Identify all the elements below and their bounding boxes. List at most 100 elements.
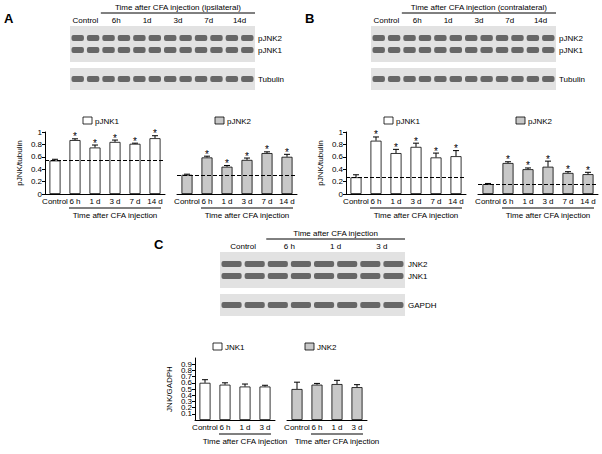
svg-text:Control: Control [42, 197, 68, 206]
svg-text:0.4: 0.4 [31, 165, 43, 174]
svg-text:*: * [265, 144, 269, 155]
svg-text:*: * [245, 151, 249, 162]
svg-text:0.9: 0.9 [181, 360, 193, 369]
svg-text:6 h: 6 h [311, 423, 322, 432]
svg-text:JNK/GADPH: JNK/GADPH [165, 366, 174, 412]
svg-text:A: A [4, 11, 14, 26]
svg-text:pJNK/tubulin: pJNK/tubulin [15, 140, 24, 185]
svg-text:0.8: 0.8 [31, 140, 43, 149]
svg-text:Time after CFA injection (ipsi: Time after CFA injection (ipsilateral) [115, 3, 241, 12]
svg-text:3 d: 3 d [542, 197, 553, 206]
svg-text:3 d: 3 d [259, 423, 270, 432]
svg-text:pJNK/tubulin: pJNK/tubulin [316, 140, 325, 185]
svg-text:Control: Control [475, 197, 501, 206]
svg-text:pJNK1: pJNK1 [396, 117, 421, 126]
svg-text:1 d: 1 d [390, 197, 401, 206]
svg-text:14 d: 14 d [279, 197, 295, 206]
svg-text:*: * [526, 160, 530, 171]
svg-text:Control: Control [174, 197, 200, 206]
svg-text:*: * [546, 154, 550, 165]
svg-text:Control: Control [343, 197, 369, 206]
svg-text:14d: 14d [534, 16, 547, 25]
svg-text:6h: 6h [112, 16, 121, 25]
svg-text:6 h: 6 h [201, 197, 212, 206]
svg-text:3 d: 3 d [241, 197, 252, 206]
svg-text:3 d: 3 d [376, 242, 387, 251]
svg-text:7d: 7d [505, 16, 514, 25]
svg-text:pJNK2: pJNK2 [258, 34, 283, 43]
svg-text:*: * [566, 164, 570, 175]
svg-text:Control: Control [230, 242, 256, 251]
svg-text:GAPDH: GAPDH [408, 301, 437, 310]
svg-text:0.6: 0.6 [332, 152, 344, 161]
svg-text:Time after CFA injection (cont: Time after CFA injection (contralateral) [411, 3, 548, 12]
svg-text:7 d: 7 d [430, 197, 441, 206]
svg-text:7 d: 7 d [129, 197, 140, 206]
svg-text:7d: 7d [204, 16, 213, 25]
svg-text:3 d: 3 d [351, 423, 362, 432]
svg-text:Tubulin: Tubulin [559, 75, 585, 84]
svg-text:pJNK2: pJNK2 [528, 117, 553, 126]
svg-text:Tubulin: Tubulin [258, 75, 284, 84]
svg-text:1 d: 1 d [330, 242, 341, 251]
svg-text:pJNK2: pJNK2 [559, 34, 584, 43]
svg-text:B: B [305, 11, 314, 26]
svg-text:0.6: 0.6 [31, 152, 43, 161]
svg-text:1 d: 1 d [331, 423, 342, 432]
svg-text:*: * [374, 129, 378, 140]
svg-text:Time after CFA injection: Time after CFA injection [506, 211, 591, 220]
svg-text:pJNK1: pJNK1 [258, 46, 283, 55]
svg-text:JNK1: JNK1 [225, 343, 245, 352]
svg-text:1: 1 [339, 128, 344, 137]
svg-text:C: C [154, 237, 164, 252]
svg-text:3d: 3d [173, 16, 182, 25]
svg-text:0.8: 0.8 [332, 140, 344, 149]
svg-text:JNK1: JNK1 [408, 272, 428, 281]
svg-text:1d: 1d [444, 16, 453, 25]
svg-text:*: * [205, 149, 209, 160]
svg-text:6 h: 6 h [219, 423, 230, 432]
svg-text:*: * [454, 143, 458, 154]
svg-text:Time after CFA injection: Time after CFA injection [203, 437, 288, 446]
svg-text:Time after CFA injection: Time after CFA injection [293, 229, 378, 238]
svg-text:1: 1 [38, 128, 43, 137]
svg-text:JNK2: JNK2 [408, 260, 428, 269]
svg-text:14 d: 14 d [147, 197, 163, 206]
svg-text:7 d: 7 d [562, 197, 573, 206]
svg-text:7 d: 7 d [261, 197, 272, 206]
svg-text:3 d: 3 d [109, 197, 120, 206]
svg-text:1d: 1d [143, 16, 152, 25]
svg-text:14 d: 14 d [580, 197, 596, 206]
svg-text:3 d: 3 d [410, 197, 421, 206]
svg-text:Time after CFA injection: Time after CFA injection [73, 211, 158, 220]
svg-text:JNK2: JNK2 [317, 343, 337, 352]
svg-text:3d: 3d [474, 16, 483, 25]
svg-text:*: * [394, 142, 398, 153]
svg-text:1 d: 1 d [221, 197, 232, 206]
svg-text:pJNK1: pJNK1 [559, 46, 584, 55]
svg-text:*: * [93, 138, 97, 149]
svg-text:*: * [414, 136, 418, 147]
svg-text:14d: 14d [233, 16, 246, 25]
svg-text:Time after CFA injection: Time after CFA injection [374, 211, 459, 220]
svg-text:14 d: 14 d [448, 197, 464, 206]
svg-text:1 d: 1 d [522, 197, 533, 206]
svg-text:Control: Control [374, 16, 400, 25]
svg-text:*: * [434, 146, 438, 157]
svg-text:*: * [133, 136, 137, 147]
svg-text:1 d: 1 d [239, 423, 250, 432]
svg-text:*: * [153, 128, 157, 139]
svg-text:Time after CFA injection: Time after CFA injection [295, 437, 380, 446]
svg-text:0.2: 0.2 [332, 177, 344, 186]
svg-text:1 d: 1 d [89, 197, 100, 206]
svg-text:pJNK2: pJNK2 [227, 117, 252, 126]
svg-text:*: * [113, 133, 117, 144]
svg-text:pJNK1: pJNK1 [95, 117, 120, 126]
svg-text:6 h: 6 h [370, 197, 381, 206]
svg-text:Time after CFA injection: Time after CFA injection [205, 211, 290, 220]
svg-text:*: * [225, 158, 229, 169]
svg-text:0.2: 0.2 [31, 177, 43, 186]
svg-text:6 h: 6 h [69, 197, 80, 206]
svg-text:Control: Control [73, 16, 99, 25]
svg-text:6h: 6h [413, 16, 422, 25]
